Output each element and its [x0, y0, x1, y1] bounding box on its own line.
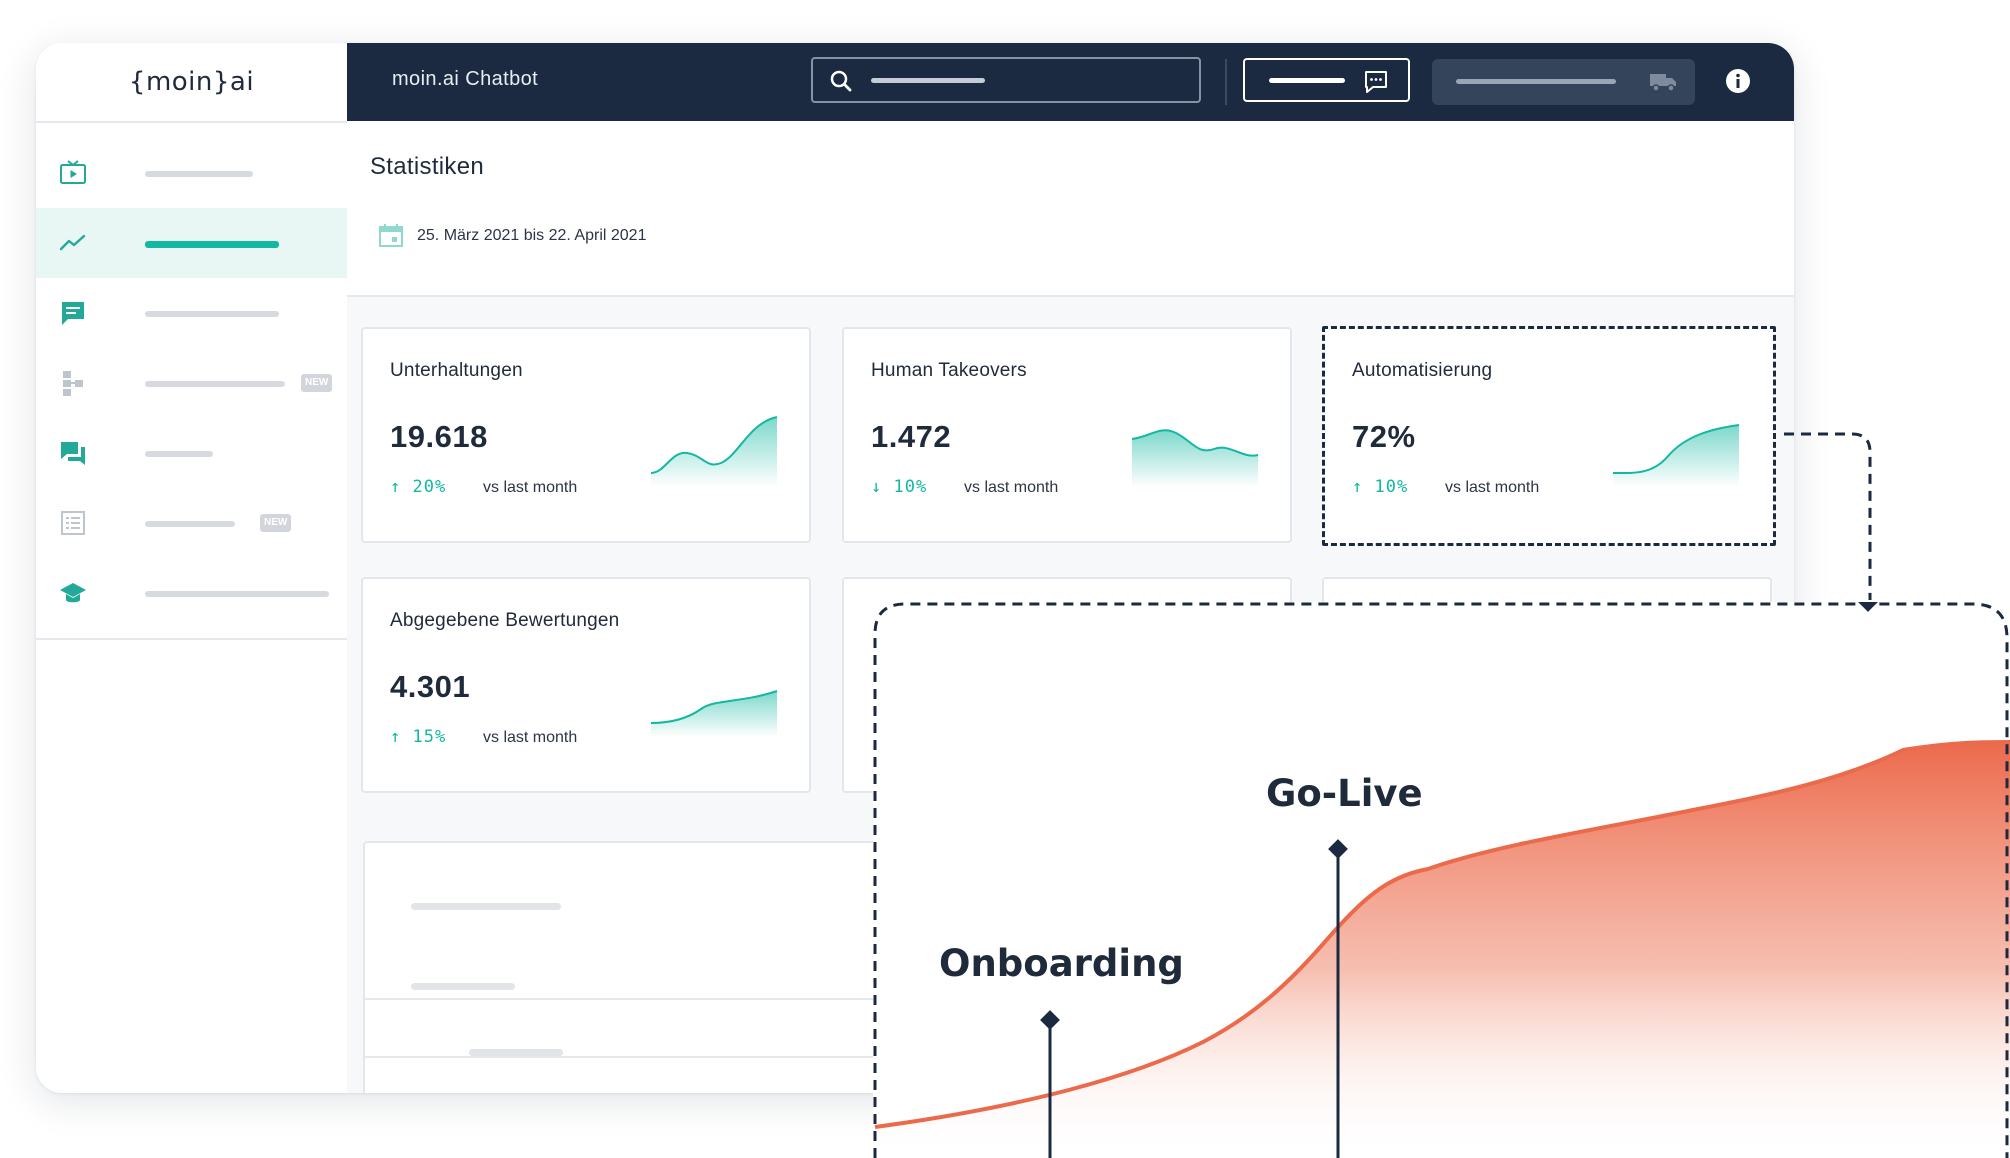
date-range[interactable]: 25. März 2021 bis 22. April 2021 [417, 227, 647, 244]
sidebar-item-forms[interactable]: NEW [36, 488, 347, 558]
card-comparison: vs last month [1445, 479, 1540, 496]
page-title: Statistiken [370, 153, 485, 180]
data-table [363, 841, 963, 1093]
new-badge: NEW [260, 514, 292, 532]
card-delta: ↑ 10% [1352, 477, 1409, 497]
stat-card-ratings[interactable]: Abgegebene Bewertungen 4.301 ↑ 15% vs la… [361, 577, 811, 793]
logo: {moin}ai [36, 43, 347, 123]
card-value: 72% [1352, 419, 1416, 454]
milestone-go-live: Go-Live [1266, 772, 1423, 815]
sparkline-chart [1613, 424, 1740, 487]
card-title: Automatisierung [1352, 360, 1493, 381]
bot-name: moin.ai Chatbot [392, 68, 539, 90]
milestone-onboarding: Onboarding [939, 942, 1184, 985]
info-icon[interactable] [1725, 68, 1751, 94]
search-icon [830, 70, 852, 92]
sidebar-item-livechat[interactable] [36, 418, 347, 488]
arrow-up-icon: ↑ [390, 727, 402, 747]
card-comparison: vs last month [964, 479, 1059, 496]
chat-icon [1365, 71, 1387, 93]
sparkline-chart [651, 416, 778, 487]
chat-preview-button[interactable] [1243, 58, 1410, 102]
forum-icon [61, 442, 85, 465]
card-delta: ↑ 15% [390, 727, 447, 747]
sidebar-item-academy[interactable] [36, 558, 347, 628]
growth-curve-chart [873, 602, 2010, 1158]
page-header: Statistiken 25. März 2021 bis 22. April … [347, 121, 1794, 297]
sidebar: {moin}ai [36, 43, 349, 1093]
sparkline-chart [651, 690, 778, 737]
tv-play-icon [60, 160, 86, 184]
arrow-up-icon: ↑ [390, 477, 402, 497]
card-title: Abgegebene Bewertungen [390, 610, 620, 631]
trend-chart-icon [59, 234, 86, 251]
stat-card-automation[interactable]: Automatisierung 72% ↑ 10% vs last month [1322, 326, 1776, 546]
flow-tree-icon [63, 371, 83, 396]
card-title: Human Takeovers [871, 360, 1027, 381]
growth-callout: Onboarding Go-Live [873, 602, 2010, 1158]
stat-card-human-takeovers[interactable]: Human Takeovers 1.472 ↓ 10% vs last mont… [842, 327, 1292, 543]
card-value: 4.301 [390, 669, 471, 704]
new-badge: NEW [301, 374, 333, 392]
sidebar-item-conversations[interactable] [36, 278, 347, 348]
card-value: 19.618 [390, 419, 488, 454]
card-value: 1.472 [871, 419, 952, 454]
sidebar-item-media[interactable] [36, 138, 347, 208]
truck-icon [1650, 74, 1676, 92]
card-comparison: vs last month [483, 479, 578, 496]
card-delta: ↑ 20% [390, 477, 447, 497]
card-title: Unterhaltungen [390, 360, 523, 381]
stat-card-conversations[interactable]: Unterhaltungen 19.618 ↑ 20% vs last mont… [361, 327, 811, 543]
search-input[interactable] [811, 57, 1201, 103]
sidebar-item-flows[interactable]: NEW [36, 348, 347, 418]
checklist-icon [61, 511, 85, 535]
deliver-button[interactable] [1432, 59, 1695, 105]
calendar-icon[interactable] [378, 222, 404, 248]
chat-bubble-icon [62, 302, 84, 325]
card-delta: ↓ 10% [871, 477, 928, 497]
sidebar-item-statistics[interactable] [36, 208, 347, 278]
arrow-down-icon: ↓ [871, 477, 883, 497]
graduation-cap-icon [60, 583, 86, 603]
arrow-up-icon: ↑ [1352, 477, 1364, 497]
top-bar: moin.ai Chatbot [347, 43, 1794, 121]
sparkline-chart [1132, 429, 1259, 487]
card-comparison: vs last month [483, 729, 578, 746]
